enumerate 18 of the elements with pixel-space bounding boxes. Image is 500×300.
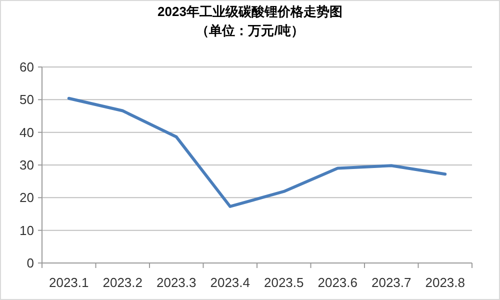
- x-tick-label: 2023.4: [210, 275, 250, 290]
- y-tick-label: 50: [20, 92, 34, 108]
- x-tick-label: 2023.8: [425, 275, 466, 290]
- x-tick-label: 2023.6: [318, 275, 358, 290]
- x-tick-label: 2023.7: [371, 275, 412, 290]
- chart-subtitle: （单位：万元/吨）: [196, 23, 304, 38]
- x-tick-label: 2023.5: [264, 275, 304, 290]
- x-tick-label: 2023.3: [156, 275, 196, 290]
- y-tick-label: 40: [20, 124, 34, 140]
- chart-title: 2023年工业级碳酸锂价格走势图: [158, 4, 342, 19]
- x-tick-label: 2023.2: [102, 275, 143, 290]
- y-tick-label: 0: [26, 256, 34, 270]
- line-series: [67, 96, 447, 208]
- y-tick-label: 10: [20, 222, 34, 238]
- y-tick-label: 30: [20, 158, 34, 172]
- y-tick-label: 60: [20, 60, 34, 74]
- x-tick-label: 2023.1: [48, 275, 89, 290]
- y-tick-label: 20: [20, 190, 34, 206]
